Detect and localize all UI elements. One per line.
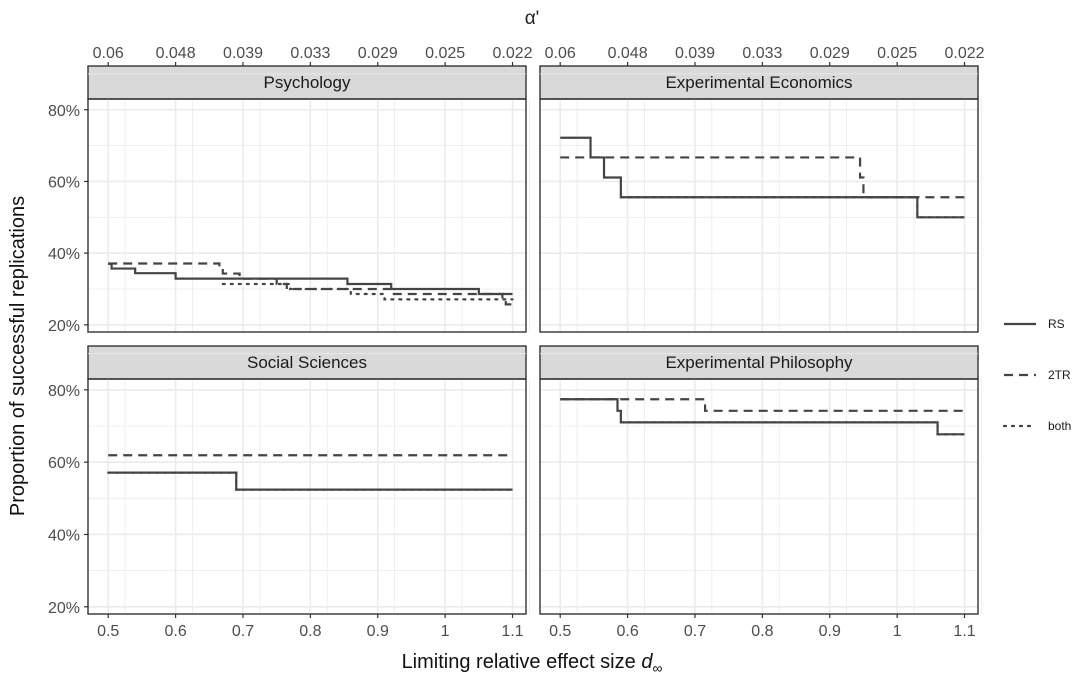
panel-border <box>88 379 526 614</box>
x-tick-label: 0.5 <box>97 623 119 640</box>
top-axis-tick-label: 0.033 <box>742 45 782 62</box>
x-tick-label: 0.5 <box>549 623 571 640</box>
facet-panel: Social Sciences 20% 40% 60% 80% 0.5 0.6 0.7 0.8 0… <box>48 346 529 640</box>
facet-title: Experimental Philosophy <box>665 353 853 372</box>
x-tick-label: 0.9 <box>819 623 841 640</box>
facet-title: Experimental Economics <box>665 73 852 92</box>
x-tick-label: 0.8 <box>751 623 773 640</box>
top-axis-tick-label: 0.039 <box>223 45 263 62</box>
legend-label: 2TR <box>1048 368 1071 382</box>
series-line-both <box>621 422 965 434</box>
y-tick-label: 20% <box>48 318 80 335</box>
top-axis-tick-label: 0.039 <box>675 45 715 62</box>
series-line-both <box>621 197 965 217</box>
facet-panel: Experimental Economics 0.06 0.048 0.039 0.03… <box>540 45 985 332</box>
x-tick-label: 0.6 <box>164 623 186 640</box>
x-tick-label: 1.1 <box>501 623 523 640</box>
top-axis-tick-label: 0.048 <box>608 45 648 62</box>
x-tick-label: 1 <box>441 623 450 640</box>
x-axis-label-subscript: ∞ <box>652 660 662 675</box>
top-axis-tick-label: 0.025 <box>877 45 917 62</box>
top-axis-tick-label: 0.022 <box>944 45 984 62</box>
top-axis-tick-label: 0.033 <box>290 45 330 62</box>
panel-border <box>540 99 978 332</box>
y-tick-label: 80% <box>48 103 80 120</box>
facet-panels: Psychology 20% 40% 60% 80% 0.06 0.048 0.039 0.03… <box>48 45 985 640</box>
panel-border <box>540 379 978 614</box>
top-axis-tick-label: 0.029 <box>810 45 850 62</box>
facet-title: Social Sciences <box>247 353 367 372</box>
x-tick-label: 1.1 <box>953 623 975 640</box>
x-tick-label: 0.7 <box>684 623 706 640</box>
top-axis-tick-label: 0.06 <box>93 45 124 62</box>
legend-label: RS <box>1048 317 1065 331</box>
facet-panel: Experimental Philosophy 0.5 0.6 0.7 0.8 0.9 1 1… <box>540 346 981 640</box>
y-tick-label: 80% <box>48 383 80 400</box>
facet-title: Psychology <box>264 73 351 92</box>
x-tick-label: 0.7 <box>232 623 254 640</box>
x-tick-label: 1 <box>893 623 902 640</box>
top-axis-title: α' <box>525 8 540 29</box>
top-axis-tick-label: 0.048 <box>156 45 196 62</box>
legend: RS 2TR both <box>1004 317 1071 433</box>
panel-border <box>88 99 526 332</box>
x-axis-label-main: Limiting relative effect size <box>402 651 642 673</box>
series-line-both <box>223 284 513 299</box>
y-tick-label: 60% <box>48 174 80 191</box>
y-tick-label: 40% <box>48 246 80 263</box>
y-tick-label: 40% <box>48 527 80 544</box>
x-tick-label: 0.6 <box>616 623 638 640</box>
x-tick-label: 0.9 <box>367 623 389 640</box>
y-tick-label: 60% <box>48 455 80 472</box>
top-axis-tick-label: 0.022 <box>492 45 532 62</box>
x-tick-label: 0.8 <box>299 623 321 640</box>
top-axis-tick-label: 0.06 <box>545 45 576 62</box>
facet-panel: Psychology 20% 40% 60% 80% 0.06 0.048 0.039 0.03… <box>48 45 533 335</box>
y-tick-label: 20% <box>48 600 80 617</box>
top-axis-tick-label: 0.025 <box>425 45 465 62</box>
y-axis-label: Proportion of successful replications <box>7 196 29 516</box>
top-axis-tick-label: 0.029 <box>358 45 398 62</box>
x-axis-label: Limiting relative effect size d∞ <box>402 651 663 675</box>
legend-label: both <box>1048 419 1071 433</box>
